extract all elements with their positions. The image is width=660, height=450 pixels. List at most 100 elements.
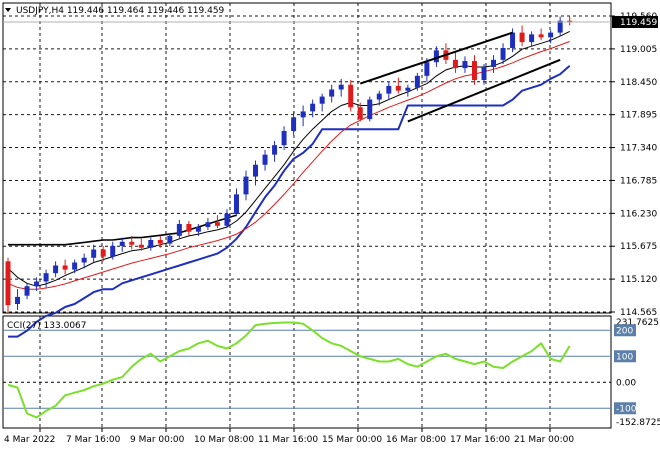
price-tick-label: 115.120 xyxy=(620,275,657,285)
candle-body xyxy=(53,265,59,274)
candle-body xyxy=(138,244,144,248)
grid xyxy=(3,3,611,428)
symbol-header: USDJPY,H4 119.446 119.464 119.446 119.45… xyxy=(5,6,225,16)
candle-body xyxy=(81,257,87,263)
symbol-line: USDJPY,H4 119.446 119.464 119.446 119.45… xyxy=(16,6,225,16)
time-tick-label: 15 Mar 00:00 xyxy=(322,435,382,445)
candle-body xyxy=(100,249,106,257)
time-tick-label: 11 Mar 16:00 xyxy=(258,435,318,445)
candle-body xyxy=(567,20,573,22)
candle-body xyxy=(5,261,11,306)
candle-body xyxy=(243,176,249,195)
candle-body xyxy=(195,226,201,232)
candle-body xyxy=(300,111,306,118)
candle-body xyxy=(15,296,21,304)
candle-body xyxy=(310,103,316,112)
price-tick-label: 117.340 xyxy=(620,144,657,154)
candle-body xyxy=(538,34,544,38)
candle-body xyxy=(272,145,278,155)
candle-body xyxy=(72,262,78,270)
candle-body xyxy=(148,240,154,248)
cci-level-badge xyxy=(614,350,636,363)
cci-line xyxy=(7,321,571,419)
price-tick-label: 118.450 xyxy=(620,78,657,88)
candle-body xyxy=(348,84,354,108)
candle-body xyxy=(214,222,220,226)
candle-body xyxy=(224,213,230,226)
time-tick-label: 10 Mar 08:00 xyxy=(194,435,254,445)
candle-body xyxy=(491,59,497,67)
candle-body xyxy=(176,224,182,236)
price-tick-label: 116.785 xyxy=(620,176,657,186)
time-tick-label: 7 Mar 16:00 xyxy=(66,435,121,445)
price-tick-label: 117.895 xyxy=(620,111,657,121)
candle-body xyxy=(557,20,563,33)
cci-tick-label: 0.00 xyxy=(616,378,636,388)
candle-body xyxy=(548,32,554,38)
candle-body xyxy=(329,89,335,97)
cci-indicator-line xyxy=(7,321,571,419)
candle-body xyxy=(357,107,363,120)
candle-body xyxy=(24,286,30,296)
price-tick-label: 116.230 xyxy=(620,209,657,219)
cci-pane xyxy=(2,315,612,429)
candle-body xyxy=(471,61,477,80)
candle-body xyxy=(452,59,458,69)
candle-body xyxy=(424,62,430,76)
candle-body xyxy=(157,240,163,244)
candle-body xyxy=(338,84,344,90)
cci-tick-label: 231.7625 xyxy=(616,318,659,328)
envelope-lower-line xyxy=(8,65,571,338)
candle-body xyxy=(253,164,259,177)
candle-body xyxy=(110,245,116,257)
cci-tick-label: 200 xyxy=(616,326,633,336)
candle-body xyxy=(481,66,487,80)
cci-header: CCI(27) 133.0067 xyxy=(7,321,87,331)
cci-level-badge xyxy=(614,402,636,415)
candle-body xyxy=(34,281,40,287)
candle-body xyxy=(462,61,468,69)
candle-body xyxy=(386,85,392,94)
collapse-triangle-icon[interactable] xyxy=(5,8,11,12)
candle-body xyxy=(433,50,439,63)
candles xyxy=(5,16,573,313)
candle-body xyxy=(62,265,68,270)
candle-body xyxy=(167,235,173,244)
candle-body xyxy=(367,99,373,120)
candle-body xyxy=(414,75,420,88)
candle-body xyxy=(395,85,401,91)
candle-body xyxy=(500,48,506,60)
cci-tick-label: -100 xyxy=(616,404,637,414)
time-tick-label: 21 Mar 00:00 xyxy=(514,435,574,445)
price-pane xyxy=(2,2,612,314)
candle-body xyxy=(233,194,239,214)
candle-body xyxy=(262,154,268,165)
current-price-badge xyxy=(612,15,658,28)
candle-body xyxy=(91,249,97,258)
candle-body xyxy=(519,32,525,43)
cci-level-badge xyxy=(614,324,636,337)
channel-trendline[interactable] xyxy=(359,31,513,85)
cci-tick-label: -152.8725 xyxy=(616,418,660,428)
candle-body xyxy=(529,34,535,43)
candle-body xyxy=(205,222,211,227)
time-tick-label: 17 Mar 16:00 xyxy=(450,435,510,445)
candle-body xyxy=(43,273,49,282)
cci-tick-label: 100 xyxy=(616,352,633,362)
candle-body xyxy=(510,32,516,48)
channel-trendline[interactable] xyxy=(407,58,561,123)
candle-body xyxy=(405,87,411,91)
candle-body xyxy=(291,117,297,131)
candle-body xyxy=(129,241,135,245)
price-tick-label: 115.675 xyxy=(620,242,657,252)
candle-body xyxy=(186,224,192,232)
candle-body xyxy=(376,93,382,100)
time-tick-label: 4 Mar 2022 xyxy=(4,435,55,445)
price-tick-label: 119.005 xyxy=(620,45,657,55)
time-tick-label: 16 Mar 08:00 xyxy=(386,435,446,445)
price-tick-label: 114.565 xyxy=(620,308,657,318)
cci-levels xyxy=(3,329,611,409)
current-price-label: 119.459 xyxy=(620,18,657,28)
candle-body xyxy=(319,96,325,104)
